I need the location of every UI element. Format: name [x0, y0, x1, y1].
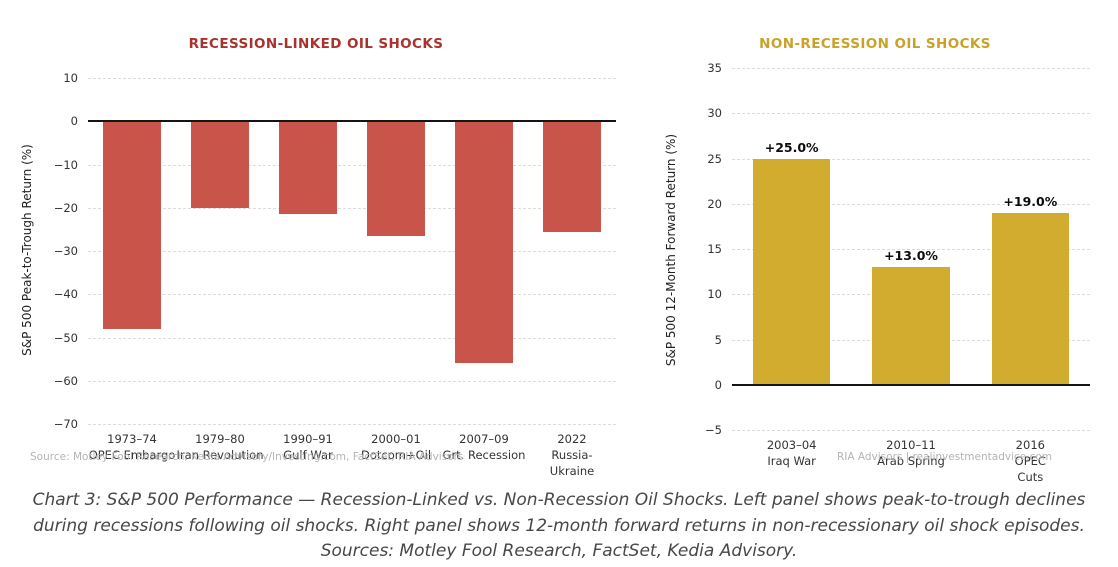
- x-tick-label: 2007–09 Grt. Recession: [442, 432, 526, 463]
- y-tick-label: 20: [707, 196, 722, 211]
- gridline: [88, 251, 616, 252]
- y-tick-label: −20: [53, 200, 78, 215]
- y-tick-label: 5: [714, 332, 722, 347]
- y-tick-label: 30: [707, 106, 722, 121]
- y-tick-label: −10: [53, 157, 78, 172]
- gridline: [88, 164, 616, 166]
- bar-value-label: +25.0%: [764, 139, 819, 155]
- y-axis-title-right: S&P 500 12-Month Forward Return (%): [664, 133, 678, 367]
- gridline: [732, 68, 1090, 69]
- non-recession-chart: NON-RECESSION OIL SHOCKS S&P 500 12-Mont…: [660, 0, 1090, 484]
- y-tick-label: 35: [707, 61, 722, 75]
- x-tick-label: 2016 OPEC Cuts: [1014, 438, 1046, 485]
- gridline: [732, 113, 1090, 115]
- watermark: RIA Advisors | realinvestmentadvice.com: [836, 451, 1052, 463]
- bar-2: [279, 121, 337, 215]
- bar-value-label: +19.0%: [1003, 193, 1058, 209]
- plot-row: 35 30 25 20 15 10 5 0 −5 +25.0% +13.0% +19.0%: [688, 61, 1090, 437]
- gridline: [732, 249, 1090, 250]
- chart-title-right: NON-RECESSION OIL SHOCKS: [759, 36, 991, 52]
- bar-3: [367, 121, 425, 236]
- gridline: [88, 78, 616, 79]
- charts-row: RECESSION-LINKED OIL SHOCKS S&P 500 Peak…: [16, 0, 1090, 484]
- figure: RECESSION-LINKED OIL SHOCKS S&P 500 Peak…: [16, 0, 1090, 484]
- gridline: [732, 430, 1090, 431]
- x-axis-labels-left: 1973–74 OPEC Embargo 1979–80 Iran Revolut…: [88, 424, 616, 478]
- gridline: [732, 158, 1090, 160]
- source-note: Source: Motley Fool Research, Kedia Advi…: [30, 451, 464, 463]
- y-tick-label: 10: [707, 287, 722, 302]
- gridline: [88, 294, 616, 296]
- gridline: [88, 207, 616, 209]
- recession-linked-chart: RECESSION-LINKED OIL SHOCKS S&P 500 Peak…: [16, 0, 616, 478]
- zero-axis-line: [732, 383, 1090, 386]
- bar-4: [455, 121, 513, 364]
- plot-area-right: +25.0% +13.0% +19.0%: [732, 68, 1090, 431]
- gridline: [88, 337, 616, 339]
- y-tick-label: −50: [53, 330, 78, 345]
- chart-title-left: RECESSION-LINKED OIL SHOCKS: [188, 36, 444, 52]
- bar-1: [872, 267, 950, 385]
- bar-value-label: +13.0%: [884, 248, 938, 264]
- x-tick-label: 1990–91 Gulf War: [283, 432, 333, 463]
- plot-row: 10 0 −10 −20 −30 −40 −50 −60 −70: [44, 71, 616, 431]
- x-tick-label: 2003–04 Iraq War: [766, 438, 817, 469]
- x-tick-label: 1979–80 Iran Revolution: [176, 432, 264, 463]
- x-tick-label: 2010–11 Arab Spring: [877, 438, 945, 469]
- y-axis-title-left: S&P 500 Peak-to-Trough Return (%): [20, 144, 34, 356]
- gridline: [88, 424, 616, 425]
- x-tick-label: 2022 Russia-Ukraine: [549, 432, 595, 479]
- y-tick-label: 0: [70, 114, 78, 129]
- bar-2: [991, 212, 1070, 385]
- y-tick-label: −70: [53, 417, 78, 431]
- y-tick-label: 25: [707, 151, 722, 166]
- y-tick-label: −5: [705, 423, 722, 437]
- y-tick-label: −30: [53, 244, 78, 258]
- y-axis-ticks: 35 30 25 20 15 10 5 0 −5: [688, 61, 732, 437]
- gridline: [732, 203, 1090, 205]
- y-axis-ticks: 10 0 −10 −20 −30 −40 −50 −60 −70: [44, 71, 88, 431]
- bar-5: [543, 121, 601, 232]
- y-tick-label: −40: [53, 287, 78, 302]
- zero-axis-line: [88, 120, 616, 123]
- x-tick-label: 1973–74 OPEC Embargo: [88, 432, 176, 463]
- bar-1: [191, 121, 249, 208]
- bar-0: [103, 121, 161, 329]
- x-tick-label: 2000–01 Dotcom+Oil: [360, 432, 432, 463]
- y-tick-label: −60: [53, 373, 78, 388]
- y-tick-label: 0: [714, 377, 722, 392]
- y-tick-label: 10: [63, 71, 78, 85]
- plot-area-left: [88, 78, 616, 425]
- x-axis-labels-right: 2003–04 Iraq War 2010–11 Arab Spring 2016 …: [732, 430, 1090, 484]
- y-tick-label: 15: [707, 242, 722, 256]
- figure-caption: Chart 3: S&P 500 Performance — Recession…: [32, 490, 1086, 561]
- gridline: [88, 380, 616, 382]
- bar-0: [752, 158, 831, 385]
